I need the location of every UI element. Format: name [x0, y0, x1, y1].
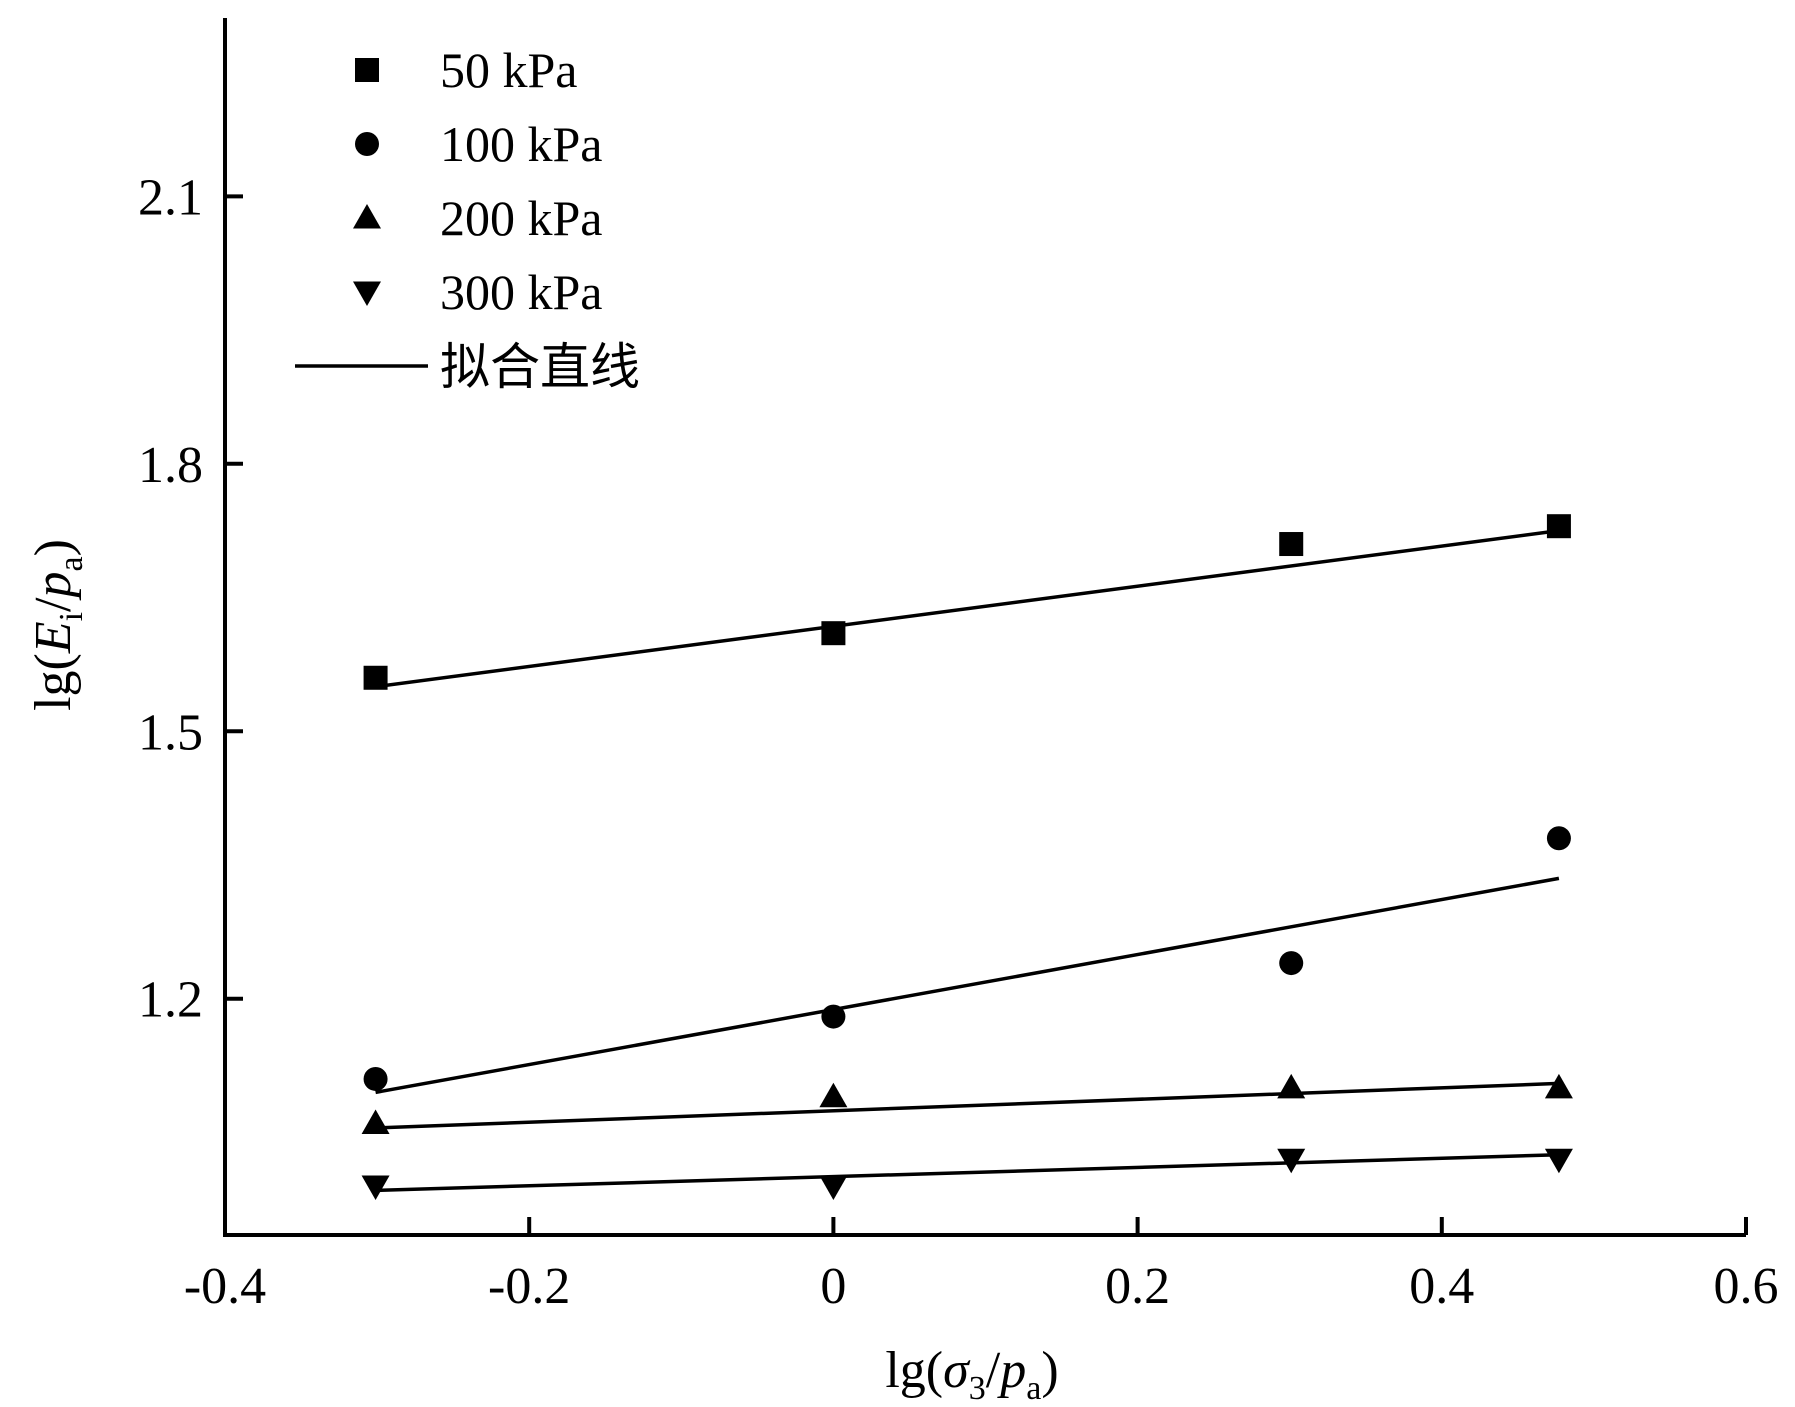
legend-label: 50 kPa [440, 42, 578, 98]
data-point-2-3 [1544, 1073, 1573, 1099]
data-point-1-1 [821, 1004, 846, 1029]
y-tick-label: 2.1 [138, 169, 203, 226]
data-point-0-0 [363, 665, 388, 690]
x-tick-label: 0.6 [1714, 1258, 1779, 1315]
legend-marker-0 [355, 58, 379, 82]
legend: 50 kPa 100 kPa 200 kPa 300 kPa 拟合直线 [295, 42, 640, 395]
axes [223, 18, 1746, 1237]
y-tick-label: 1.5 [138, 704, 203, 761]
fit-line-0 [375, 528, 1560, 689]
data-point-3-2 [1277, 1148, 1306, 1174]
y-tick-label: 1.2 [138, 972, 203, 1029]
x-axis-title: lg(σ3/pa) [885, 1342, 1058, 1407]
markers [361, 514, 1573, 1200]
legend-label: 200 kPa [440, 190, 603, 246]
data-point-1-2 [1279, 951, 1304, 976]
fit-line-1 [375, 876, 1560, 1095]
data-point-2-0 [361, 1109, 390, 1135]
data-point-1-0 [363, 1066, 388, 1091]
data-point-0-2 [1279, 532, 1304, 557]
legend-marker-3 [353, 281, 381, 306]
x-tick-label: -0.4 [184, 1258, 266, 1315]
data-point-2-1 [819, 1082, 848, 1108]
x-ticks: -0.4 -0.2 0 0.2 0.4 0.6 [184, 1217, 1779, 1315]
x-tick-label: 0.4 [1409, 1258, 1474, 1315]
data-point-1-3 [1546, 826, 1571, 851]
data-point-3-0 [361, 1175, 390, 1200]
fit-line-3 [375, 1153, 1559, 1193]
legend-marker-1 [355, 132, 379, 156]
x-tick-label: 0 [820, 1258, 846, 1315]
legend-label: 100 kPa [440, 116, 603, 172]
legend-marker-2 [353, 204, 381, 229]
x-tick-label: -0.2 [488, 1258, 570, 1315]
legend-label: 拟合直线 [440, 339, 640, 395]
data-point-3-3 [1544, 1148, 1573, 1174]
data-point-0-3 [1546, 514, 1571, 539]
y-axis-title: lg(Ei/pa) [25, 539, 90, 711]
legend-label: 300 kPa [440, 264, 603, 320]
data-point-2-2 [1277, 1073, 1306, 1099]
y-ticks: 1.2 1.5 1.8 2.1 [138, 169, 243, 1029]
data-point-0-1 [821, 621, 846, 646]
y-tick-label: 1.8 [138, 437, 203, 494]
data-point-3-1 [819, 1175, 848, 1200]
fit-lines [375, 528, 1560, 1193]
fit-line-2 [375, 1081, 1559, 1130]
x-tick-label: 0.2 [1105, 1258, 1170, 1315]
